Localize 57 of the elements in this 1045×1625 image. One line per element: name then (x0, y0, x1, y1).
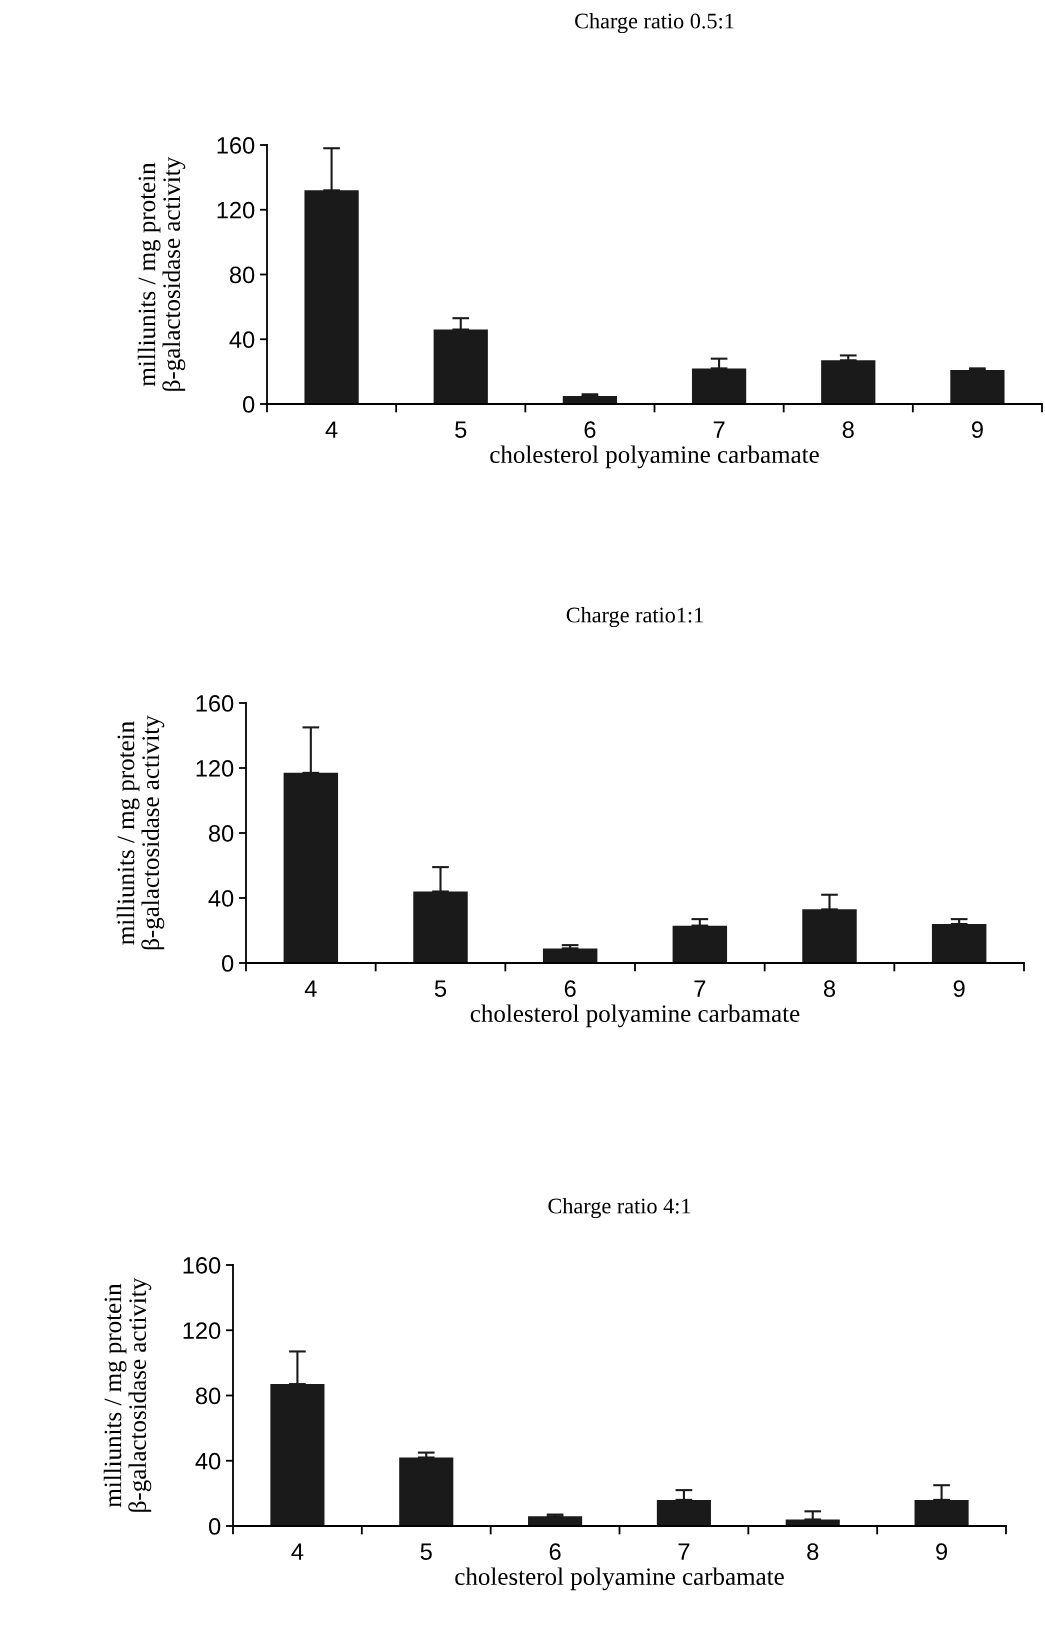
x-tick-label: 6 (584, 421, 596, 439)
x-axis-title: cholesterol polyamine carbamate (490, 445, 819, 469)
y-tick-label: 80 (208, 825, 234, 842)
bar (931, 924, 987, 963)
bar (656, 1499, 711, 1526)
bar (914, 1499, 969, 1526)
y-tick-label: 0 (208, 1518, 221, 1535)
y-axis-title: milliunits / mg protein β-galactosidase activity (103, 1277, 152, 1512)
x-tick-label: 6 (549, 1543, 561, 1561)
x-tick-label: 8 (842, 421, 854, 439)
x-tick-label: 5 (434, 980, 447, 998)
y-tick-label: 40 (195, 1452, 221, 1470)
y-tick-label: 160 (196, 695, 234, 712)
bar (433, 329, 488, 404)
x-axis-title: cholesterol polyamine carbamate (470, 1004, 800, 1028)
y-tick-label: 0 (221, 955, 234, 972)
y-axis-title: milliunits / mg protein β-galactosidase activity (116, 715, 165, 950)
y-tick-label: 120 (196, 760, 234, 777)
bar (413, 891, 468, 963)
bar (283, 772, 339, 963)
y-tick-label: 160 (183, 1257, 221, 1274)
x-tick-label: 8 (823, 980, 836, 998)
bar (270, 1384, 325, 1526)
bar (691, 368, 747, 404)
x-tick-label: 6 (564, 980, 576, 998)
x-tick-label: 4 (325, 421, 338, 438)
bar (821, 360, 876, 404)
y-tick-label: 0 (242, 396, 255, 413)
chart-title: Charge ratio1:1 (566, 606, 703, 628)
x-tick-label: 7 (713, 421, 725, 438)
chart-title: Charge ratio 4:1 (548, 1197, 691, 1219)
x-tick-label: 4 (291, 1543, 304, 1560)
y-tick-label: 80 (229, 266, 255, 284)
y-tick-label: 160 (217, 137, 255, 154)
bar (399, 1457, 454, 1526)
bar (304, 190, 359, 404)
x-tick-label: 8 (807, 1543, 819, 1561)
x-tick-label: 9 (936, 1543, 948, 1561)
x-tick-label: 9 (971, 421, 983, 439)
x-tick-label: 5 (420, 1543, 432, 1561)
bar (542, 948, 598, 963)
y-tick-label: 80 (195, 1387, 221, 1405)
x-tick-label: 5 (455, 421, 467, 439)
y-tick-label: 40 (229, 331, 255, 349)
x-tick-label: 7 (694, 980, 706, 997)
chart-title: Charge ratio 0.5:1 (575, 12, 734, 34)
bar (802, 909, 857, 963)
y-tick-label: 40 (208, 890, 234, 907)
x-axis-title: cholesterol polyamine carbamate (455, 1567, 784, 1591)
x-tick-label: 7 (678, 1543, 690, 1560)
y-tick-label: 120 (217, 201, 255, 219)
y-axis-title: milliunits / mg protein β-galactosidase activity (137, 156, 186, 391)
x-tick-label: 9 (953, 980, 965, 998)
bar (672, 925, 728, 963)
bar (950, 370, 1005, 404)
y-tick-label: 120 (183, 1322, 221, 1340)
x-tick-label: 4 (304, 980, 317, 997)
